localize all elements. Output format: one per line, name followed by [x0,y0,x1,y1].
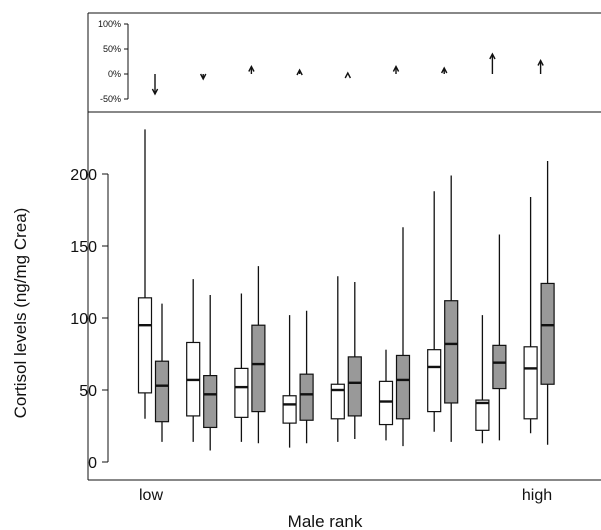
box-series-2 [444,175,459,442]
change-arrow [151,74,159,96]
box [299,373,314,421]
x-tick-label-low: low [139,487,163,504]
change-arrow [248,64,255,74]
box [395,354,411,420]
box [523,346,538,420]
boxplots [137,129,555,451]
box-series-1 [137,129,153,419]
top-y-ticks: 100% 50% 0% -50% [98,19,128,104]
box [475,399,490,431]
top-y-tick-label: 0% [108,69,121,79]
box-series-1 [234,293,249,442]
change-arrow [344,71,352,79]
box-series-1 [282,315,297,448]
box [234,367,249,418]
box [282,395,297,424]
change-arrow [199,73,207,81]
box-series-2 [347,282,362,439]
main-y-ticks: 0 50 100 150 200 [70,167,108,472]
change-arrow [489,52,496,74]
top-y-tick-label: 100% [98,19,121,29]
boxplot-panel: 0 50 100 150 200 low high Male rank Cortisol… [11,112,601,530]
percent-change-arrows [151,52,544,96]
box [492,344,507,390]
x-axis-title: Male rank [288,512,363,530]
x-tick-label-high: high [522,487,552,504]
change-arrow [537,58,544,74]
box-series-1 [330,276,345,442]
box [427,349,442,413]
change-arrow [392,64,400,74]
box [137,297,153,394]
main-y-tick-label: 100 [70,311,97,328]
box-series-2 [251,266,266,444]
main-y-tick-label: 150 [70,239,97,256]
box-series-1 [523,197,538,434]
box [203,375,218,429]
top-y-tick-label: -50% [100,94,121,104]
percent-change-panel: 100% 50% 0% -50% [87,12,601,113]
box-series-2 [203,294,218,451]
box-series-1 [378,349,394,441]
box-series-2 [154,303,170,442]
box [540,282,555,385]
change-arrow [440,66,448,74]
y-axis-title: Cortisol levels (ng/mg Crea) [11,208,30,419]
box [378,380,394,426]
box [154,360,170,423]
main-y-tick-label: 200 [70,167,97,184]
box-series-2 [540,161,555,445]
change-arrow [296,68,303,76]
top-y-tick-label: 50% [103,44,121,54]
box-series-2 [299,310,314,444]
box-series-1 [475,315,490,444]
box-series-1 [186,279,201,442]
box [444,300,459,404]
box-series-2 [395,227,411,447]
box-series-1 [427,191,442,432]
main-y-tick-label: 50 [79,383,97,400]
box [330,383,345,420]
box-series-2 [492,234,507,441]
box [251,324,266,413]
main-y-tick-label: 0 [88,455,97,472]
box [347,356,362,417]
